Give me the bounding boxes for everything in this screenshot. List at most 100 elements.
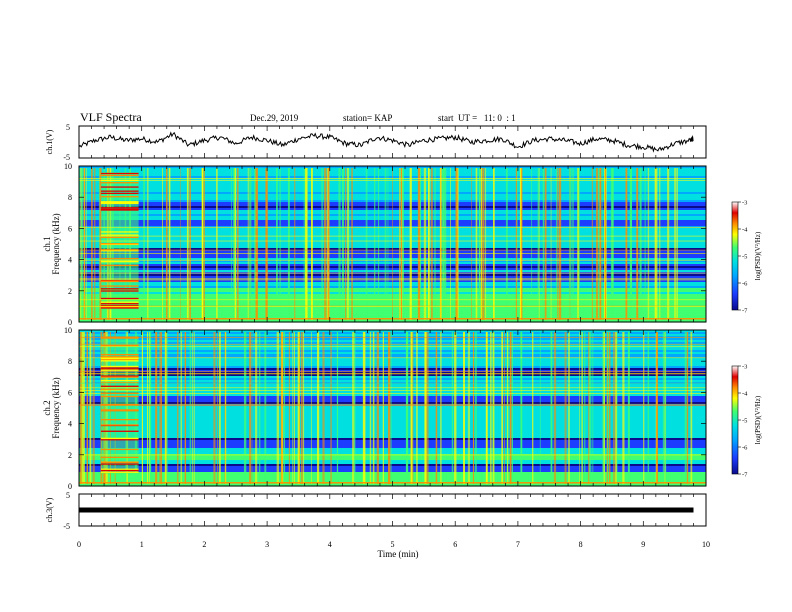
spectrogram-band <box>79 432 706 435</box>
spectrogram-busy-line <box>100 344 139 347</box>
spectrogram-burst <box>615 332 617 484</box>
spectrogram-burst <box>162 168 163 320</box>
colorbar-tick-label: -3 <box>742 364 747 371</box>
spectrogram-burst <box>264 332 267 484</box>
spectrogram-burst <box>352 332 355 484</box>
spectrogram-band <box>79 424 706 427</box>
spectrogram-band <box>79 422 706 425</box>
ytick-label: 2 <box>68 287 72 296</box>
spectrogram-busy-line <box>100 182 139 184</box>
spectrogram-busy-line <box>100 306 139 308</box>
ytick-label: 0 <box>68 318 72 327</box>
spectrogram-burst <box>347 168 349 320</box>
spectrogram-burst <box>454 332 457 484</box>
spectrogram-burst <box>516 168 518 320</box>
spectrogram-burst <box>475 168 478 320</box>
spectrogram-burst <box>581 332 583 484</box>
ch2-colorbar-ticks: -3 -4 -5 -6 -7 <box>738 364 748 479</box>
spectrogram-band <box>79 402 706 405</box>
spectrogram-band <box>79 450 706 453</box>
spectrogram-busy-line <box>100 174 139 177</box>
spectrogram-burst <box>159 332 161 484</box>
spectrogram-band <box>79 410 706 413</box>
time-axis-ticklabel: 0 <box>77 540 81 549</box>
spectrogram-band <box>79 420 706 423</box>
spectrogram-burst <box>398 168 400 320</box>
spectrogram-hline <box>79 253 706 254</box>
spectrogram-burst <box>401 168 404 320</box>
spectrogram-burst <box>294 168 296 320</box>
spectrogram-burst <box>443 168 445 320</box>
spectrogram-burst <box>599 168 602 320</box>
spectrogram-band <box>79 458 706 461</box>
spectrogram-burst <box>280 332 283 484</box>
spectrogram-band <box>79 378 706 381</box>
time-axis-label: Time (min) <box>378 549 419 559</box>
spectrogram-band <box>79 388 706 391</box>
spectrogram-burst <box>557 168 559 320</box>
spectrogram-burst <box>160 332 162 484</box>
spectrogram-burst <box>558 168 562 320</box>
spectrogram-hline <box>79 389 706 391</box>
spectrogram-burst <box>441 168 445 320</box>
spectrogram-burst <box>475 332 477 484</box>
spectrogram-burst <box>187 168 189 320</box>
ch2-spectrogram-yticklabels: 0 2 4 6 8 10 <box>64 326 72 491</box>
spectrogram-busy-line <box>100 250 139 252</box>
spectrogram-burst <box>369 332 372 484</box>
spectrogram-busy-line <box>100 337 139 339</box>
spectrogram-busy-line <box>100 208 139 210</box>
spectrogram-hline <box>79 249 706 251</box>
spectrogram-busy-line <box>100 376 139 378</box>
colorbar-tick-label: -6 <box>742 281 748 288</box>
time-axis-ticklabel: 4 <box>328 540 332 549</box>
spectrogram-burst <box>338 168 341 320</box>
time-axis-ticklabel: 1 <box>140 540 144 549</box>
ytick-label: 8 <box>68 357 72 366</box>
spectrogram-hline <box>79 405 706 407</box>
spectrogram-burst <box>674 168 677 320</box>
spectrogram-burst <box>625 168 628 320</box>
spectrogram-burst <box>254 168 257 320</box>
spectrogram-busy-line <box>100 303 139 305</box>
spectrogram-burst <box>392 168 393 320</box>
ch3-ytick-bottom: -5 <box>63 522 70 531</box>
spectrogram-hline <box>79 179 706 181</box>
spectrogram-busy-line <box>100 439 139 441</box>
spectrogram-band <box>79 428 706 431</box>
spectrogram-burst <box>505 168 508 320</box>
spectrogram-burst <box>613 332 614 484</box>
spectrogram-band <box>79 384 706 387</box>
spectrogram-band <box>79 350 706 353</box>
spectrogram-burst <box>474 332 477 484</box>
spectrogram-burst <box>387 168 389 320</box>
spectrogram-busy-line <box>100 468 139 470</box>
ytick-label: 4 <box>68 256 72 265</box>
spectrogram-burst <box>553 332 557 484</box>
spectrogram-burst <box>249 168 252 320</box>
spectrogram-burst <box>258 332 261 484</box>
spectrogram-busy-line <box>100 196 139 198</box>
spectrogram-burst <box>664 332 667 484</box>
spectrogram-burst <box>224 332 226 484</box>
spectrogram-band <box>79 438 706 441</box>
spectrogram-band <box>79 470 706 473</box>
spectrogram-busy-line <box>100 209 139 211</box>
spectrogram-band <box>79 358 706 361</box>
spectrogram-burst <box>614 332 616 484</box>
spectrogram-burst <box>684 332 687 484</box>
ch1-colorbar: -3 -4 -5 -6 -7 log(PSD)(V²/Hz) <box>731 200 762 315</box>
spectrogram-busy-line <box>100 190 139 192</box>
spectrogram-burst <box>155 332 158 484</box>
spectrogram-burst <box>588 332 590 484</box>
spectrogram-burst <box>431 168 433 320</box>
time-axis-ticklabel: 7 <box>516 540 520 549</box>
spectrogram-band <box>79 362 706 365</box>
spectrogram-burst <box>507 332 509 484</box>
spectrogram-burst <box>520 332 523 484</box>
spectrogram-band <box>79 468 706 471</box>
spectrogram-burst <box>186 168 188 320</box>
ch1-colorbar-ticks: -3 -4 -5 -6 -7 <box>738 200 748 315</box>
spectrogram-burst <box>490 332 492 484</box>
spectrogram-hline <box>79 299 706 301</box>
